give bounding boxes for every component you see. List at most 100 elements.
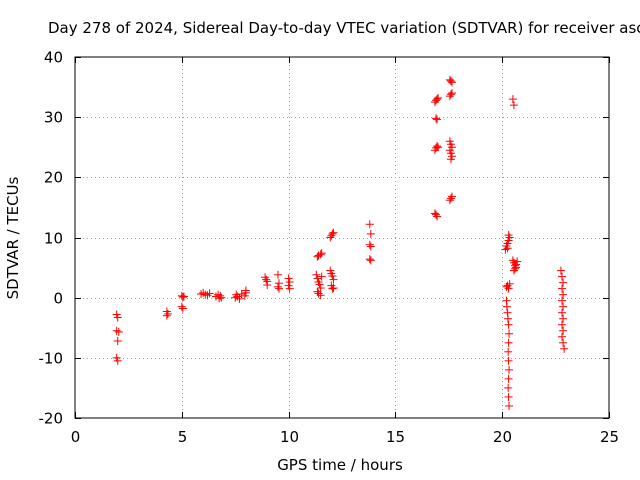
data-point (504, 338, 513, 347)
data-point (366, 229, 375, 238)
data-point (237, 290, 246, 299)
data-point (558, 272, 567, 281)
data-point (448, 192, 457, 201)
data-point (509, 101, 518, 110)
axis-ticks (75, 57, 610, 419)
data-point (366, 256, 375, 265)
y-tick-label: 40 (44, 49, 63, 67)
data-point (328, 284, 337, 293)
data-point (317, 249, 326, 258)
y-tick-label: 20 (44, 169, 63, 187)
data-point (217, 293, 226, 302)
data-point (114, 327, 123, 336)
data-point (448, 89, 457, 98)
data-point (273, 282, 282, 291)
x-axis-label: GPS time / hours (277, 456, 403, 474)
grid-lines (75, 57, 609, 418)
data-point (216, 291, 225, 300)
data-point (284, 274, 293, 283)
data-point (558, 332, 567, 341)
data-point (559, 290, 568, 299)
data-point (433, 115, 442, 124)
data-point (559, 278, 568, 287)
x-tick-label: 25 (600, 428, 619, 446)
data-point (315, 280, 324, 289)
data-point (313, 287, 322, 296)
data-point (326, 233, 335, 242)
data-point (285, 284, 294, 293)
data-point (504, 347, 513, 356)
data-point (558, 284, 567, 293)
data-point (445, 196, 454, 205)
data-point (113, 356, 122, 365)
data-point (178, 304, 187, 313)
plot-frame (74, 56, 610, 419)
data-point (205, 289, 214, 298)
data-point (504, 392, 513, 401)
data-point (179, 292, 188, 301)
data-point (446, 155, 455, 164)
data-point (313, 274, 322, 283)
data-point (503, 314, 512, 323)
data-point (273, 270, 282, 279)
data-point (177, 302, 186, 311)
data-point (433, 95, 442, 104)
y-tick-label: -20 (39, 410, 64, 428)
data-point (316, 284, 325, 293)
data-point (235, 294, 244, 303)
data-point (431, 210, 440, 219)
data-point (113, 336, 122, 345)
data-point (329, 228, 338, 237)
data-point (505, 329, 514, 338)
data-point (504, 284, 513, 293)
data-point (177, 291, 186, 300)
data-point (446, 194, 455, 203)
data-point (197, 290, 206, 299)
data-point (241, 288, 250, 297)
data-point (509, 266, 518, 275)
x-tick-label: 0 (71, 428, 81, 446)
data-point (203, 291, 212, 300)
data-point (274, 284, 283, 293)
data-point (431, 143, 440, 152)
data-point (504, 383, 513, 392)
y-tick-label: -10 (39, 350, 64, 368)
data-point (448, 78, 457, 87)
data-point (504, 320, 513, 329)
data-point (263, 281, 272, 290)
data-point (559, 338, 568, 347)
data-point (505, 279, 514, 288)
data-point (504, 356, 513, 365)
data-point (199, 288, 208, 297)
data-point (502, 302, 511, 311)
chart-title: Day 278 of 2024, Sidereal Day-to-day VTE… (48, 19, 640, 37)
data-point (328, 229, 337, 238)
data-point (316, 250, 325, 259)
data-point (504, 231, 513, 240)
data-point (503, 244, 512, 253)
y-tick-label: 0 (53, 290, 63, 308)
data-point (508, 95, 517, 104)
data-point (559, 302, 568, 311)
data-point (505, 401, 514, 410)
x-tick-label: 10 (280, 428, 299, 446)
data-point (559, 326, 568, 335)
data-point (262, 275, 271, 284)
data-point (312, 270, 321, 279)
data-point (446, 77, 455, 86)
data-point (113, 313, 122, 322)
data-point (314, 289, 323, 298)
data-point (365, 220, 374, 229)
y-axis-label: SDTVAR / TECUs (4, 176, 22, 299)
data-point (434, 93, 443, 102)
data-point (446, 90, 455, 99)
data-point (316, 291, 325, 300)
data-point (511, 264, 520, 273)
data-point (178, 293, 187, 302)
data-point (433, 212, 442, 221)
data-point (558, 308, 567, 317)
data-point (558, 296, 567, 305)
data-point (513, 257, 522, 266)
data-point (365, 255, 374, 264)
